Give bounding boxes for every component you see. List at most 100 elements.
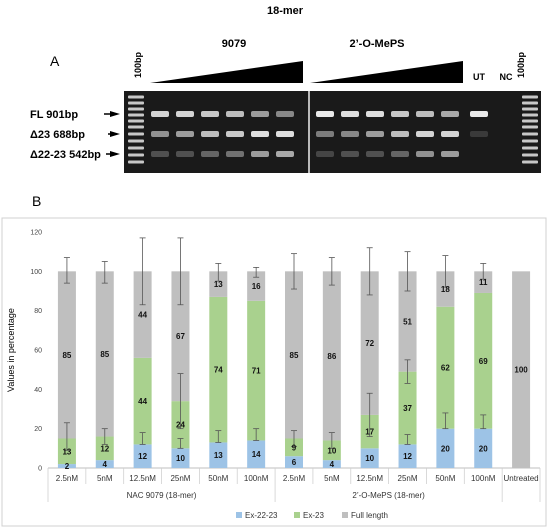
- bar-ex-23: [247, 300, 266, 441]
- ladder-band: [128, 160, 144, 164]
- gel-band: [251, 131, 269, 137]
- gel-band: [226, 111, 244, 117]
- x-tick-label: 5nM: [97, 474, 113, 483]
- x-tick-label: 2.5nM: [56, 474, 79, 483]
- bar-full-length: [209, 271, 228, 297]
- gel-band: [251, 111, 269, 117]
- ladder-band: [522, 125, 538, 129]
- error-bars: [63, 237, 487, 451]
- ladder-band: [128, 101, 144, 105]
- ladder-band: [522, 132, 538, 136]
- gel-band: [251, 151, 269, 157]
- gel-band: [391, 151, 409, 157]
- gel-band: [366, 151, 384, 157]
- gel-band: [366, 131, 384, 137]
- legend-swatch: [236, 512, 242, 518]
- data-label: 16: [252, 282, 261, 291]
- bar-ex-22-23: [57, 464, 76, 468]
- x-tick-label: 12.5nM: [356, 474, 383, 483]
- ladder-band: [522, 95, 538, 99]
- data-label: 74: [214, 366, 223, 375]
- bar-ex-23: [285, 438, 303, 457]
- data-label: 6: [292, 458, 297, 467]
- gel-band: [341, 151, 359, 157]
- arrow-fl-icon: [110, 111, 120, 117]
- data-label: 85: [62, 351, 71, 360]
- bar-ex-23: [209, 296, 228, 443]
- bar-ex-22-23: [285, 456, 303, 468]
- gel-band: [201, 131, 219, 137]
- bar-full-length: [360, 271, 379, 415]
- group2-label: 2’-O-MePS: [349, 38, 404, 50]
- data-label: 9: [292, 443, 297, 452]
- arrow-d2223-icon: [110, 151, 120, 157]
- ut-label: UT: [473, 72, 485, 82]
- gel-band: [316, 131, 334, 137]
- x-tick-label: 25nM: [398, 474, 418, 483]
- legend-label: Ex-23: [303, 511, 324, 520]
- band-label-d23: Δ23 688bp: [30, 129, 85, 141]
- data-label: 13: [214, 280, 223, 289]
- ladder-band: [128, 119, 144, 123]
- x-tick-label: 25nM: [170, 474, 190, 483]
- gel-band: [151, 131, 169, 137]
- data-label: 4: [330, 460, 335, 469]
- bar-ex-22-23: [95, 460, 114, 468]
- data-label: 71: [252, 367, 261, 376]
- bar-ex-22-23: [360, 448, 379, 468]
- bar-ex-22-23: [133, 444, 152, 468]
- figure-title: 18-mer: [267, 5, 304, 17]
- gel-band: [366, 111, 384, 117]
- gel-bands: [128, 95, 538, 164]
- gel-band: [226, 151, 244, 157]
- legend: Ex-22-23 Ex-23 Full length: [236, 511, 388, 520]
- bar-ex-23: [398, 371, 417, 445]
- data-label: 72: [365, 339, 374, 348]
- x-tick-labels: 2.5nM 5nM 12.5nM 25nM 50nM 100nM 2.5nM 5nM 12.5n…: [56, 474, 539, 500]
- bar-ex-22-23: [209, 442, 228, 468]
- gel-band: [441, 151, 459, 157]
- gel-band: [470, 131, 488, 137]
- data-label: 20: [441, 444, 450, 453]
- ladder-band: [522, 119, 538, 123]
- bar-ex-23: [133, 357, 152, 445]
- y-tick-label: 20: [34, 426, 42, 433]
- gel-band: [276, 151, 294, 157]
- ladder-right-label: 100bp: [516, 51, 526, 78]
- gel-band: [176, 151, 194, 157]
- arrow-d23-icon: [110, 131, 120, 137]
- data-label: 69: [479, 357, 488, 366]
- bar-ex-23: [57, 438, 76, 465]
- bars: [57, 271, 531, 468]
- gel-band: [391, 131, 409, 137]
- data-label: 24: [176, 421, 185, 430]
- data-label: 12: [100, 444, 109, 453]
- data-label: 67: [176, 332, 185, 341]
- data-label: 11: [479, 278, 488, 287]
- ladder-band: [522, 101, 538, 105]
- gel-band: [176, 131, 194, 137]
- gel-band: [201, 111, 219, 117]
- bar-full-length: [95, 271, 114, 437]
- band-label-d2223: Δ22-23 542bp: [30, 149, 101, 161]
- data-label: 13: [214, 451, 223, 460]
- gel-band: [151, 151, 169, 157]
- data-label: 20: [479, 444, 488, 453]
- gel-band: [416, 151, 434, 157]
- data-label: 17: [365, 428, 374, 437]
- bar-full-length: [57, 271, 76, 439]
- gel-band: [441, 111, 459, 117]
- ladder-band: [522, 113, 538, 117]
- panel-a-label: A: [50, 53, 60, 69]
- legend-label: Ex-22-23: [245, 511, 278, 520]
- y-tick-label: 40: [34, 387, 42, 394]
- ladder-band: [128, 153, 144, 157]
- bar-full-length: [171, 271, 190, 402]
- gel-band: [176, 111, 194, 117]
- bar-full-length: [285, 271, 303, 439]
- data-label: 14: [252, 450, 261, 459]
- ladder-band: [522, 139, 538, 143]
- y-tick-label: 80: [34, 308, 42, 315]
- bar-full-length: [436, 271, 455, 307]
